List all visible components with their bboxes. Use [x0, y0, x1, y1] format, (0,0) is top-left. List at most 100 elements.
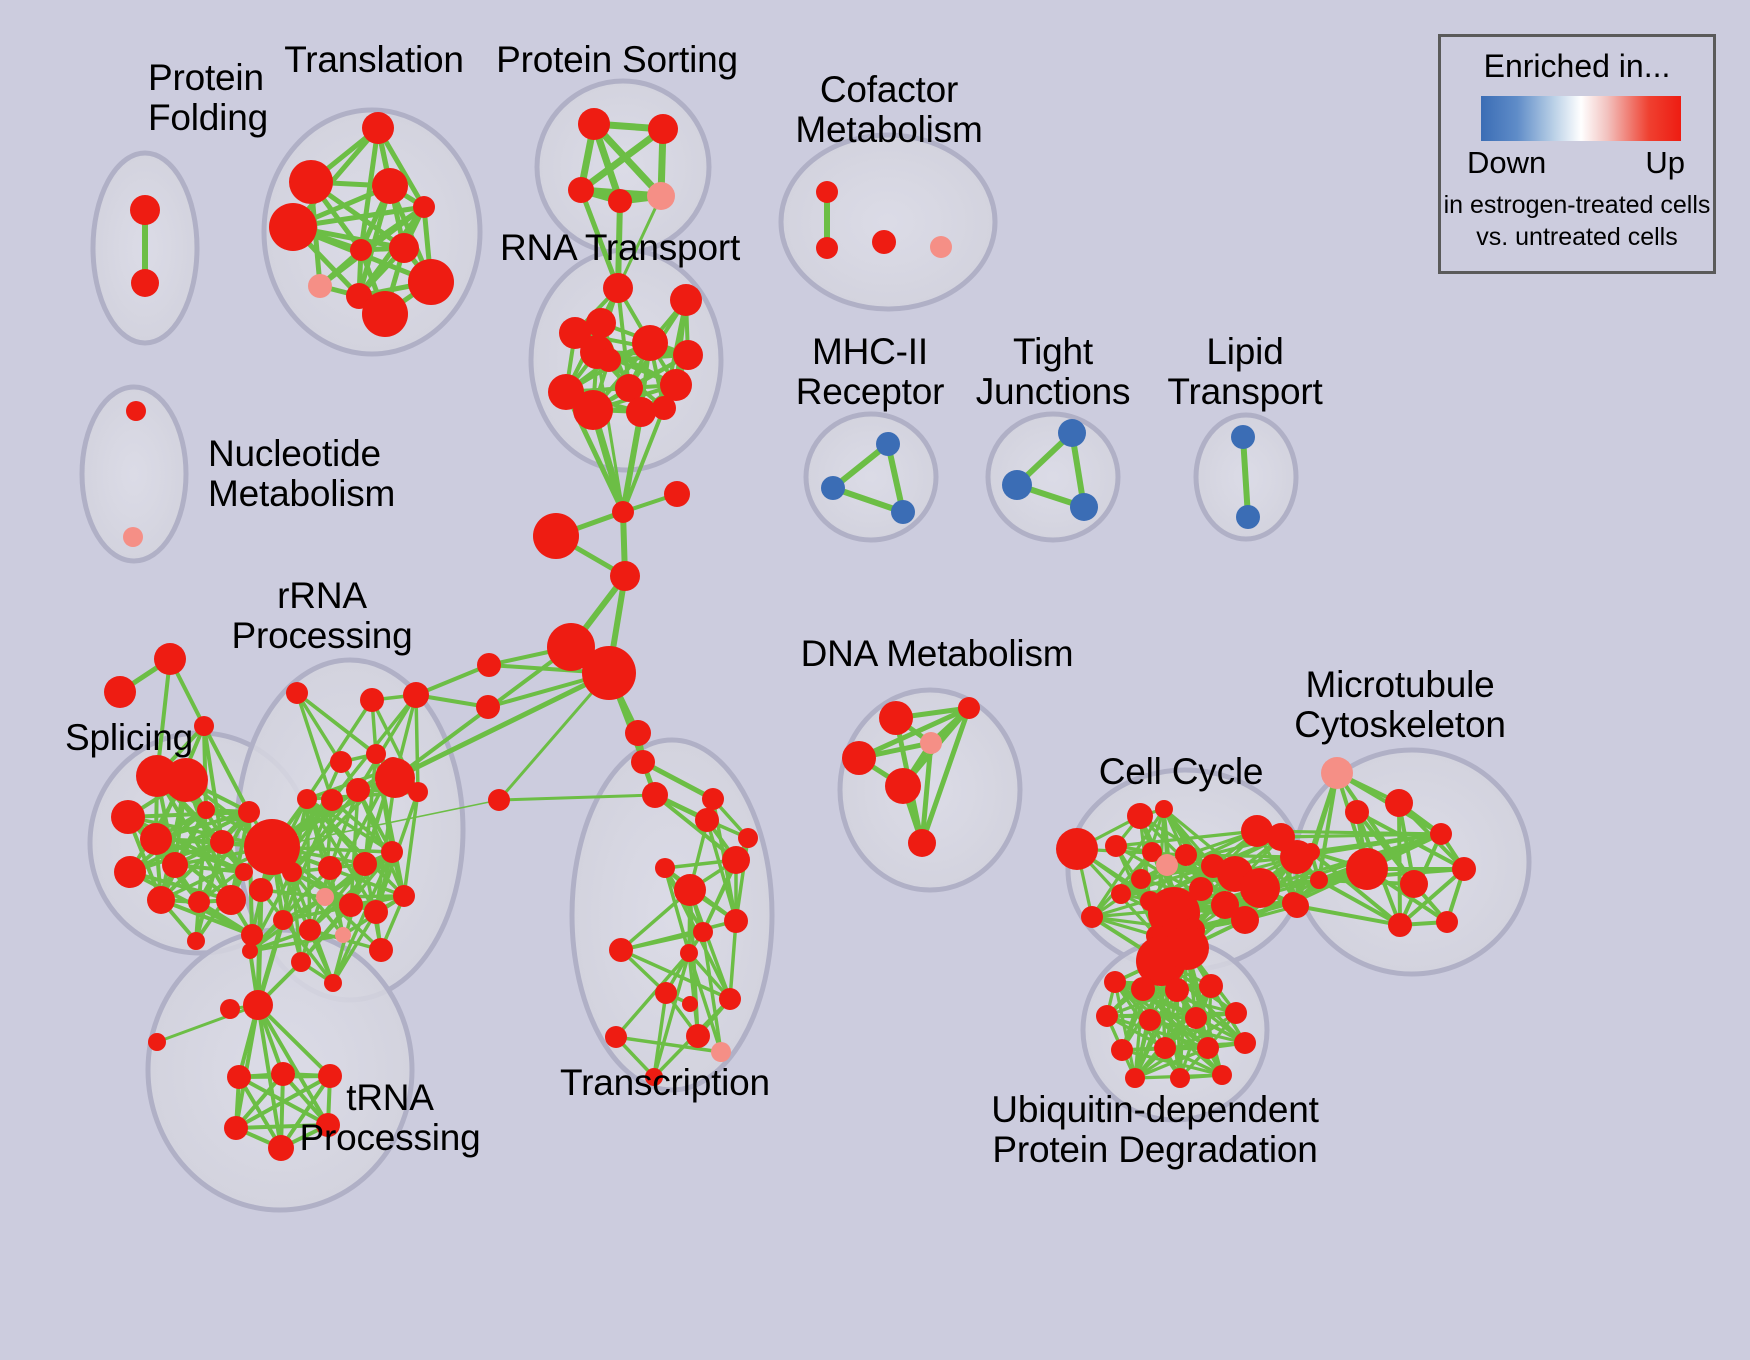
network-node — [335, 927, 351, 943]
network-edge — [1133, 1046, 1210, 1080]
network-edge — [1317, 878, 1402, 927]
network-node — [289, 160, 333, 204]
network-node — [816, 237, 838, 259]
network-node — [316, 888, 334, 906]
network-node — [1111, 1039, 1133, 1061]
network-node — [403, 682, 429, 708]
network-edge — [295, 691, 334, 802]
network-node — [1189, 877, 1213, 901]
cluster-label-dna-metabolism: DNA Metabolism — [800, 633, 1074, 674]
network-node — [299, 919, 321, 941]
network-edge — [577, 125, 667, 194]
network-node — [318, 856, 342, 880]
network-edge — [652, 991, 668, 1079]
network-node — [1310, 871, 1328, 889]
network-node — [647, 182, 675, 210]
network-node — [738, 828, 758, 848]
network-node — [243, 990, 273, 1020]
network-node — [330, 751, 352, 773]
network-node — [597, 348, 621, 372]
network-node — [573, 390, 613, 430]
network-node — [389, 233, 419, 263]
network-node — [582, 646, 636, 700]
network-node — [375, 758, 415, 798]
network-node — [1285, 894, 1309, 918]
network-node — [268, 1135, 294, 1161]
network-edge — [256, 1003, 332, 1078]
network-edge — [1398, 867, 1466, 927]
network-node — [625, 720, 651, 746]
network-node — [1127, 803, 1153, 829]
network-edge — [305, 698, 374, 801]
network-edge — [663, 866, 691, 955]
network-node — [1225, 1002, 1247, 1024]
network-node — [162, 852, 188, 878]
network-node — [1241, 815, 1273, 847]
cluster-ellipse-cofactor-metab — [778, 132, 998, 312]
network-edge — [621, 406, 666, 514]
cluster-label-rna-transport: RNA Transport — [499, 227, 741, 268]
network-edge — [1279, 832, 1443, 839]
cluster-label-trna-processing: tRNA Processing — [299, 1077, 481, 1158]
network-node — [408, 259, 454, 305]
network-node — [123, 527, 143, 547]
network-node — [608, 189, 632, 213]
network-edge — [402, 790, 420, 898]
network-node — [154, 643, 186, 675]
network-node — [652, 396, 676, 420]
network-node — [645, 1068, 663, 1086]
network-node — [609, 938, 633, 962]
network-node — [879, 701, 913, 735]
network-node — [286, 682, 308, 704]
network-edge — [279, 1074, 332, 1150]
network-node — [318, 1064, 342, 1088]
network-node — [1211, 891, 1239, 919]
network-edge — [128, 870, 233, 902]
network-node — [711, 1042, 731, 1062]
network-edge — [159, 810, 251, 902]
network-node — [655, 858, 675, 878]
network-node — [1175, 844, 1197, 866]
network-node — [719, 988, 741, 1010]
cluster-label-protein-folding: Protein Folding — [148, 57, 268, 138]
network-node — [533, 513, 579, 559]
network-node — [1142, 842, 1162, 862]
network-node — [930, 236, 952, 258]
network-node — [547, 623, 595, 671]
network-edge — [919, 740, 934, 846]
network-node — [670, 284, 702, 316]
network-node — [131, 269, 159, 297]
network-node — [235, 863, 253, 881]
network-edge — [620, 409, 644, 515]
network-edge — [1295, 904, 1402, 927]
network-node — [1155, 800, 1173, 818]
network-node — [612, 501, 634, 523]
network-edge — [652, 951, 691, 1079]
network-node — [695, 808, 719, 832]
network-node — [722, 846, 750, 874]
network-node — [1002, 470, 1032, 500]
network-node — [842, 741, 876, 775]
network-node — [408, 782, 428, 802]
network-node — [271, 1062, 295, 1086]
network-edge — [1240, 434, 1251, 520]
cluster-label-splicing: Splicing — [65, 717, 193, 758]
network-edge — [331, 910, 378, 985]
network-node — [488, 789, 510, 811]
network-node — [393, 885, 415, 907]
network-edge — [1184, 853, 1299, 859]
network-edge — [323, 894, 406, 899]
network-edge — [701, 930, 723, 1054]
network-node — [297, 789, 317, 809]
legend-title: Enriched in... — [1483, 48, 1671, 84]
network-edge — [356, 693, 418, 792]
network-edge — [614, 951, 691, 1039]
network-node — [114, 856, 146, 888]
network-node — [249, 878, 273, 902]
network-node — [876, 432, 900, 456]
network-nodes — [104, 108, 1476, 1161]
network-edge — [1113, 980, 1137, 1080]
network-node — [413, 196, 435, 218]
network-node — [1400, 870, 1428, 898]
